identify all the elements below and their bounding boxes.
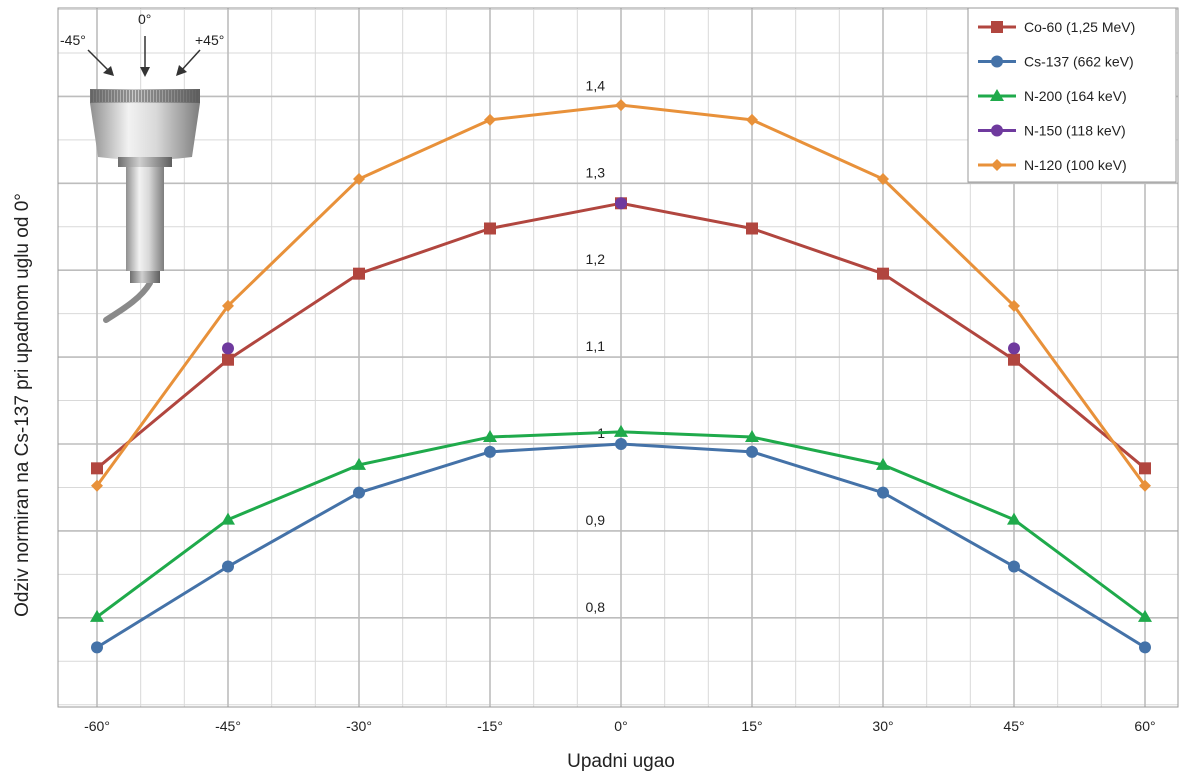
- probe-label-0: 0°: [138, 11, 151, 27]
- x-tick-label: -60°: [84, 718, 110, 734]
- legend-label: Cs-137 (662 keV): [1024, 54, 1134, 70]
- y-tick-label: 0,9: [586, 512, 606, 528]
- probe-label-plus45: +45°: [195, 32, 224, 48]
- data-point: [877, 486, 889, 499]
- data-point: [1139, 479, 1151, 492]
- data-point: [91, 462, 103, 475]
- data-point: [1007, 512, 1021, 525]
- x-axis-title: Upadni ugao: [567, 751, 675, 772]
- data-point: [90, 609, 104, 622]
- series-layer: [90, 99, 1152, 654]
- data-point: [615, 99, 627, 112]
- probe-stem: [126, 167, 164, 271]
- data-point: [91, 479, 103, 492]
- data-point: [990, 89, 1004, 101]
- probe-knurling: [91, 90, 198, 102]
- data-point: [353, 486, 365, 499]
- x-tick-label: 60°: [1134, 718, 1155, 734]
- probe-stem-base: [130, 271, 160, 283]
- data-point: [991, 124, 1003, 137]
- x-tick-label: 0°: [614, 718, 627, 734]
- data-point: [353, 172, 365, 185]
- detector-probe-illustration: -45° 0° +45°: [60, 11, 224, 323]
- arrow-plus45-head-icon: [176, 65, 187, 76]
- legend-item: Co-60 (1,25 MeV): [978, 19, 1135, 35]
- x-tick-label: 15°: [741, 718, 762, 734]
- arrow-minus45-head-icon: [103, 66, 114, 76]
- data-point: [745, 430, 759, 443]
- data-point: [222, 560, 234, 573]
- x-tick-labels: -60° -45° -30° -15° 0° 15° 30° 45° 60°: [84, 718, 1156, 734]
- series-cs-137: [91, 438, 1151, 654]
- data-point: [1008, 560, 1020, 573]
- data-point: [1138, 609, 1152, 622]
- arrow-plus45-icon: [179, 49, 201, 73]
- x-tick-label: 30°: [872, 718, 893, 734]
- data-point: [877, 267, 889, 280]
- legend: Co-60 (1,25 MeV) Cs-137 (662 keV) N-200 (1…: [967, 7, 1177, 183]
- data-point: [614, 424, 628, 437]
- y-tick-label: 0,8: [586, 599, 606, 615]
- data-point: [221, 512, 235, 525]
- legend-item: N-150 (118 keV): [978, 123, 1126, 139]
- data-point: [484, 113, 496, 126]
- legend-label: N-150 (118 keV): [1024, 123, 1126, 139]
- data-point: [1139, 641, 1151, 654]
- data-point: [746, 222, 758, 235]
- data-point: [746, 445, 758, 458]
- y-axis-title: Odziv normiran na Cs-137 pri upadnom ugl…: [12, 193, 33, 617]
- y-tick-label: 1,4: [586, 77, 606, 93]
- probe-head-body: [90, 103, 200, 160]
- probe-neck: [118, 157, 172, 167]
- probe-cable: [103, 280, 153, 323]
- x-tick-label: -15°: [477, 718, 503, 734]
- data-point: [353, 267, 365, 280]
- data-point: [615, 197, 627, 210]
- x-tick-label: -30°: [346, 718, 372, 734]
- data-point: [1008, 353, 1020, 366]
- data-point: [91, 641, 103, 654]
- data-point: [352, 457, 366, 470]
- data-point: [484, 445, 496, 458]
- legend-item: Cs-137 (662 keV): [978, 54, 1134, 70]
- data-point: [991, 55, 1003, 68]
- y-tick-label: 1,2: [586, 251, 606, 267]
- legend-label: Co-60 (1,25 MeV): [1024, 19, 1135, 35]
- y-tick-label: 1,3: [586, 164, 606, 180]
- grid-major: [58, 8, 1178, 707]
- legend-label: N-200 (164 keV): [1024, 88, 1127, 104]
- arrow-0-head-icon: [140, 67, 150, 77]
- data-point: [222, 353, 234, 366]
- plot-border: [57, 7, 1179, 708]
- x-tick-label: 45°: [1003, 718, 1024, 734]
- series-n-200: [90, 424, 1152, 622]
- data-point: [222, 342, 234, 355]
- y-tick-labels: 0,80,911,11,21,31,4: [586, 77, 606, 614]
- data-point: [991, 21, 1003, 33]
- data-point: [1139, 462, 1151, 475]
- legend-item: N-120 (100 keV): [978, 157, 1127, 173]
- legend-items: Co-60 (1,25 MeV) Cs-137 (662 keV) N-200 (1…: [978, 19, 1135, 173]
- data-point: [1008, 299, 1020, 312]
- series-n-120: [91, 99, 1151, 492]
- data-point: [484, 222, 496, 235]
- data-point: [615, 438, 627, 450]
- data-point: [1008, 342, 1020, 355]
- y-tick-label: 1,1: [586, 338, 606, 354]
- probe-label-minus45: -45°: [60, 32, 86, 48]
- data-point: [483, 430, 497, 443]
- legend-item: N-200 (164 keV): [978, 88, 1127, 104]
- data-point: [746, 113, 758, 126]
- data-point: [222, 299, 234, 312]
- data-point: [876, 457, 890, 470]
- data-point: [877, 172, 889, 185]
- arrow-minus45-icon: [87, 49, 111, 73]
- data-point: [991, 159, 1003, 171]
- series-n-150: [222, 197, 1020, 355]
- legend-label: N-120 (100 keV): [1024, 157, 1127, 173]
- x-tick-label: -45°: [215, 718, 241, 734]
